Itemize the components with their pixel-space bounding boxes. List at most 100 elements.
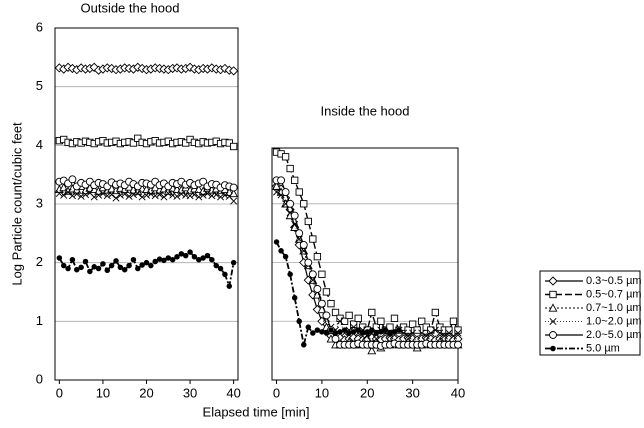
- x-tick-label: 10: [315, 385, 329, 400]
- marker: [440, 332, 448, 340]
- marker: [147, 190, 155, 198]
- marker: [217, 265, 224, 272]
- marker: [204, 252, 211, 259]
- marker: [194, 184, 204, 193]
- marker: [108, 191, 116, 199]
- marker: [164, 189, 172, 197]
- marker: [151, 192, 159, 200]
- marker: [209, 256, 215, 263]
- marker: [295, 188, 303, 196]
- marker: [160, 193, 168, 201]
- marker: [221, 191, 229, 199]
- marker: [396, 327, 402, 333]
- x-tick-label: 0: [273, 385, 280, 400]
- marker: [152, 258, 158, 265]
- marker: [323, 330, 330, 336]
- marker: [367, 345, 377, 355]
- marker: [82, 258, 89, 265]
- marker: [129, 139, 138, 147]
- marker: [64, 188, 72, 196]
- marker: [295, 229, 304, 238]
- marker: [222, 271, 228, 278]
- marker: [116, 191, 124, 199]
- marker: [173, 192, 181, 200]
- legend-box: [539, 270, 641, 356]
- marker: [548, 303, 558, 312]
- marker: [286, 199, 295, 208]
- marker: [364, 329, 371, 335]
- legend-label: 5.0 µm: [586, 342, 620, 354]
- marker: [317, 299, 326, 308]
- marker: [112, 194, 120, 202]
- marker: [177, 190, 185, 198]
- marker: [345, 311, 353, 320]
- panel-title: Inside the hood: [321, 103, 410, 118]
- marker: [56, 255, 63, 261]
- marker: [134, 134, 142, 142]
- y-tick-label: 3: [36, 195, 43, 210]
- marker: [390, 314, 399, 322]
- marker: [178, 251, 185, 257]
- marker: [295, 235, 303, 243]
- marker: [272, 181, 281, 190]
- y-tick-label: 4: [36, 137, 43, 152]
- y-axis-label: Log Particle count/cubic feet: [9, 122, 24, 286]
- y-tick-label: 6: [36, 19, 43, 34]
- marker: [282, 253, 289, 260]
- marker: [186, 192, 194, 200]
- marker: [138, 193, 146, 201]
- marker: [290, 211, 299, 220]
- marker: [169, 256, 176, 263]
- marker: [95, 191, 103, 199]
- legend-label: 1.0~2.0 µm: [586, 315, 642, 327]
- marker: [291, 176, 299, 184]
- marker: [87, 268, 93, 275]
- marker: [108, 262, 115, 269]
- marker: [182, 252, 189, 259]
- marker: [305, 324, 312, 330]
- marker: [161, 257, 167, 264]
- marker: [445, 329, 453, 337]
- marker: [134, 189, 142, 197]
- marker: [336, 317, 344, 325]
- marker: [312, 304, 323, 315]
- marker: [346, 330, 352, 336]
- marker: [95, 265, 102, 272]
- marker: [418, 317, 426, 325]
- marker: [74, 266, 80, 273]
- marker: [156, 256, 163, 262]
- marker: [78, 264, 84, 271]
- x-tick-label: 10: [96, 385, 110, 400]
- marker: [309, 235, 317, 243]
- marker: [229, 188, 239, 198]
- marker: [220, 63, 230, 74]
- marker: [217, 193, 225, 201]
- x-tick-label: 30: [183, 385, 197, 400]
- marker: [65, 265, 71, 272]
- marker: [81, 191, 90, 199]
- x-tick-label: 0: [56, 385, 63, 400]
- marker: [418, 329, 426, 337]
- marker: [359, 330, 366, 336]
- marker: [445, 326, 453, 334]
- marker: [203, 189, 212, 197]
- marker: [230, 197, 238, 205]
- marker: [187, 249, 193, 255]
- marker: [60, 191, 68, 199]
- marker: [387, 330, 393, 336]
- marker: [300, 200, 308, 208]
- marker: [409, 329, 417, 337]
- marker: [68, 192, 76, 200]
- marker: [104, 267, 111, 274]
- marker: [296, 318, 302, 325]
- marker: [103, 192, 111, 200]
- marker: [195, 193, 203, 201]
- legend-label: 0.5~0.7 µm: [586, 288, 642, 300]
- marker: [313, 253, 322, 261]
- marker: [273, 188, 281, 196]
- y-tick-label: 0: [36, 371, 43, 386]
- marker: [126, 262, 132, 269]
- marker: [355, 327, 361, 333]
- marker: [369, 327, 375, 333]
- marker: [454, 329, 462, 337]
